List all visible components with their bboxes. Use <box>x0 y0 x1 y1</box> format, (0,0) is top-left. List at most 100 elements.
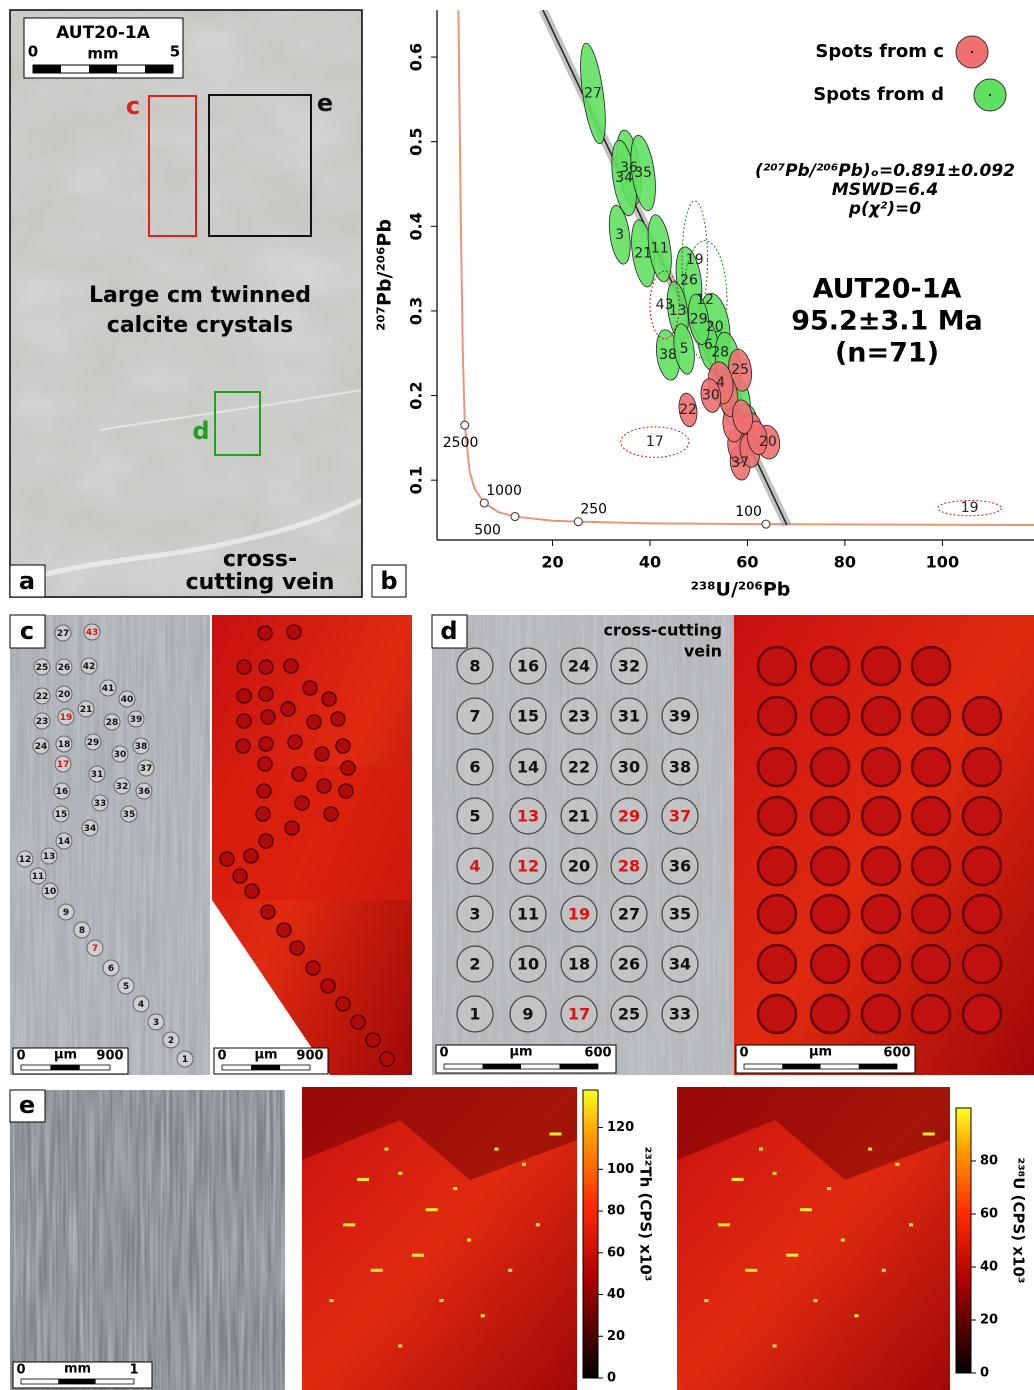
spot-number: 27 <box>618 905 640 924</box>
spot-number: 23 <box>36 717 49 727</box>
hotspot <box>854 1314 859 1318</box>
map-spot <box>860 695 902 737</box>
hotspot <box>453 1186 458 1190</box>
hotspot <box>772 1171 777 1175</box>
region-label: d <box>192 417 209 445</box>
hotspot <box>717 1223 730 1227</box>
spot-number: 26 <box>618 955 640 974</box>
ablation-spot <box>55 735 73 753</box>
concordia-age-marker <box>573 517 583 527</box>
spot-ellipse <box>746 420 768 456</box>
scale-start: 0 <box>739 1046 748 1061</box>
letter-box <box>9 1089 46 1123</box>
ablation-spot <box>83 623 101 641</box>
spot-number: 35 <box>123 810 136 820</box>
map-spot <box>280 701 296 717</box>
map-spot <box>809 943 851 985</box>
ablation-spot <box>661 945 699 983</box>
ablation-spot <box>456 797 494 835</box>
caption: Large cm twinned <box>89 283 311 308</box>
spot-number: 37 <box>669 807 691 826</box>
colorbar <box>582 1089 599 1379</box>
spot-number: 10 <box>44 887 57 897</box>
hotspot <box>731 1177 744 1181</box>
ablation-spot <box>610 847 648 885</box>
hotspot <box>840 1238 845 1242</box>
map-spot <box>284 820 300 836</box>
y-tick-label: 0.2 <box>407 381 426 409</box>
map-spot <box>340 760 356 776</box>
hotspot <box>813 1299 818 1303</box>
scale-start: 0 <box>16 1363 25 1378</box>
ablation-spot <box>33 658 51 676</box>
ablation-spot <box>610 797 648 835</box>
scale-end: 600 <box>883 1046 910 1061</box>
colorbar-tick-label: 40 <box>980 1260 998 1275</box>
ablation-spot <box>113 777 131 795</box>
map-spot <box>306 714 322 730</box>
map-spot <box>257 756 273 772</box>
spot-ellipse <box>580 42 606 145</box>
hotspot <box>398 1344 403 1348</box>
map-spot <box>258 833 274 849</box>
ablation-spot <box>661 697 699 735</box>
map-spot <box>291 766 307 782</box>
ablation-spot <box>54 755 72 773</box>
scale-unit: µm <box>809 1045 832 1060</box>
ablation-spot <box>560 995 598 1033</box>
scale-end: 900 <box>296 1049 323 1064</box>
map-spot <box>260 904 276 920</box>
spot-number: 16 <box>517 657 539 676</box>
map-spot <box>258 736 274 752</box>
scale-unit: µm <box>54 1048 77 1063</box>
hotspot <box>786 1253 799 1257</box>
scale-unit: µm <box>254 1048 277 1063</box>
spot-ellipse <box>630 134 656 212</box>
spot-label: 21 <box>634 245 652 261</box>
panel-letter: c <box>20 617 34 645</box>
spot-label: 11 <box>651 240 669 256</box>
map-spot <box>294 795 310 811</box>
spot-number: 25 <box>618 1005 640 1024</box>
ablation-spot <box>560 697 598 735</box>
ablation-spot <box>456 847 494 885</box>
map-spot <box>756 943 798 985</box>
map-spot <box>961 795 1003 837</box>
spot-label: 4 <box>716 375 725 391</box>
scale-bar-segment <box>782 1064 821 1069</box>
map-spot <box>910 943 952 985</box>
map-spot <box>314 746 330 762</box>
x-tick-label: 60 <box>736 553 758 572</box>
spot-number: 23 <box>568 707 590 726</box>
ablation-spot <box>33 687 51 705</box>
ablation-spot <box>176 1050 194 1068</box>
spot-ellipse <box>732 399 753 434</box>
map-spot <box>236 688 252 704</box>
spot-number: 3 <box>153 1018 159 1028</box>
spot-number: 34 <box>84 824 97 834</box>
ablation-spot <box>53 782 71 800</box>
ablation-spot <box>610 945 648 983</box>
map-spot <box>910 645 952 687</box>
spot-label: 28 <box>711 344 729 360</box>
map-spot <box>860 645 902 687</box>
map-spot <box>756 795 798 837</box>
y-tick-label: 0.5 <box>407 128 426 156</box>
spot-label: 17 <box>646 434 664 450</box>
scale-bar-segment <box>482 1064 521 1069</box>
ablation-spot <box>111 745 129 763</box>
colorbar-tick-label: 40 <box>607 1287 625 1302</box>
letter-box <box>431 614 468 649</box>
spot-number: 20 <box>568 857 590 876</box>
hotspot <box>384 1147 389 1151</box>
map-spot <box>910 746 952 788</box>
hotspot <box>827 1186 832 1190</box>
ablation-spot <box>610 748 648 786</box>
colorbar-tick-label: 20 <box>607 1329 625 1344</box>
ablation-spot <box>509 797 547 835</box>
spot-number: 21 <box>80 705 93 715</box>
panel-letter: d <box>440 617 457 645</box>
map-spot <box>756 695 798 737</box>
spot-number: 36 <box>138 787 151 797</box>
spot-ellipse <box>608 204 631 265</box>
